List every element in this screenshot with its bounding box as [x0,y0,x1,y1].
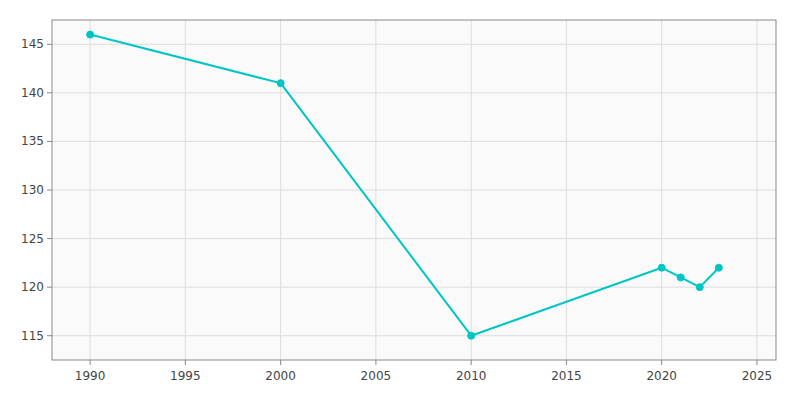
point [696,284,703,291]
grid-line-y [52,190,776,191]
tick-x [471,360,472,365]
tick-x [90,360,91,365]
tick-label-y: 130 [21,183,44,197]
tick-y [47,335,52,336]
tick-y [47,44,52,45]
tick-x [375,360,376,365]
point [677,274,684,281]
tick-y [47,287,52,288]
tick-x [661,360,662,365]
tick-label-y: 120 [21,280,44,294]
tick-label-x: 2020 [646,369,677,383]
point [715,264,722,271]
chart-container: 1990 1995 2000 2005 2010 2015 2020 2025 115 120 12… [0,0,800,400]
grid-line-y [52,141,776,142]
tick-x [566,360,567,365]
tick-label-x: 2015 [551,369,582,383]
grid-line-y [52,335,776,336]
tick-x [185,360,186,365]
line [90,35,719,336]
tick-label-y: 145 [21,37,44,51]
grid-line-y [52,287,776,288]
tick-label-y: 115 [21,329,44,343]
tick-label-x: 2025 [742,369,773,383]
tick-label-x: 1990 [75,369,106,383]
tick-label-x: 2005 [361,369,392,383]
grid [52,20,776,360]
tick-y [47,92,52,93]
point [658,264,665,271]
tick-x [280,360,281,365]
grid-line-y [52,238,776,239]
tick-label-y: 140 [21,86,44,100]
plot-area [52,20,776,360]
tick-y [47,141,52,142]
point [277,80,284,87]
tick-x [756,360,757,365]
series [87,31,723,339]
point [468,332,475,339]
point [87,31,94,38]
grid-line-y [52,92,776,93]
tick-label-x: 1995 [170,369,201,383]
tick-label-x: 2010 [456,369,487,383]
plot-frame [52,20,776,360]
grid-line-y [52,44,776,45]
tick-label-x: 2000 [265,369,296,383]
tick-y [47,238,52,239]
axes: 1990 1995 2000 2005 2010 2015 2020 2025 115 120 12… [21,37,772,383]
tick-y [47,190,52,191]
tick-label-y: 135 [21,134,44,148]
tick-label-y: 125 [21,232,44,246]
chart-svg: 1990 1995 2000 2005 2010 2015 2020 2025 115 120 12… [0,0,800,400]
